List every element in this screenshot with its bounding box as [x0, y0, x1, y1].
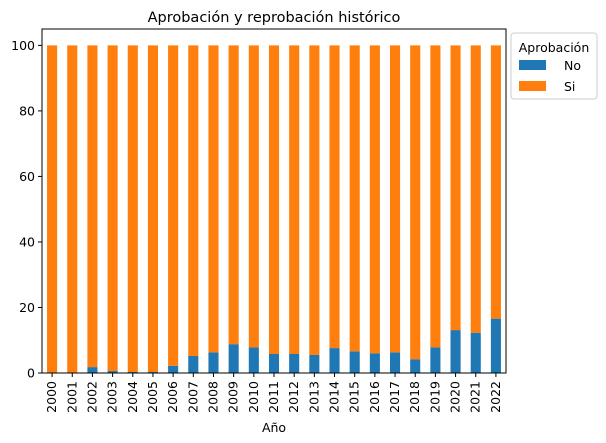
legend-label-no: No: [564, 58, 581, 73]
bar-si-2014: [329, 45, 340, 349]
bar-no-2007: [188, 355, 199, 373]
x-tick-label-2004: 2004: [125, 381, 140, 413]
x-tick-label-2020: 2020: [448, 381, 463, 413]
x-tick-label-2001: 2001: [64, 381, 79, 413]
x-tick-label-2015: 2015: [347, 381, 362, 413]
bar-si-2022: [490, 45, 501, 319]
bar-si-2003: [107, 45, 118, 372]
bar-no-2016: [369, 353, 380, 373]
x-tick-label-2019: 2019: [427, 381, 442, 413]
x-tick-label-2006: 2006: [165, 381, 180, 413]
bar-si-2000: [47, 45, 58, 373]
chart-title: Aprobación y reprobación histórico: [148, 10, 401, 26]
bars-group: [47, 45, 501, 373]
y-tick-label-100: 100: [11, 38, 35, 53]
bar-si-2012: [289, 45, 300, 354]
x-tick-label-2017: 2017: [387, 381, 402, 413]
bar-no-2017: [390, 352, 401, 373]
bar-si-2008: [208, 45, 219, 353]
bar-si-2002: [87, 45, 98, 368]
bar-no-2010: [248, 347, 259, 373]
x-tick-label-2010: 2010: [246, 381, 261, 413]
x-tick-label-2007: 2007: [185, 381, 200, 413]
x-tick-label-2000: 2000: [44, 381, 59, 413]
x-tick-label-2021: 2021: [468, 381, 483, 413]
bar-no-2006: [168, 365, 179, 373]
x-axis-label: Año: [262, 420, 286, 435]
y-tick-label-60: 60: [19, 169, 35, 184]
bar-si-2020: [450, 45, 461, 331]
bar-no-2011: [268, 354, 280, 373]
x-tick-label-2022: 2022: [488, 381, 503, 413]
x-tick-label-2016: 2016: [367, 381, 382, 413]
bar-no-2012: [289, 354, 300, 373]
x-axis: 2000 2001 2002 2003 2004 2005 2006 2007 2008 2009…: [44, 373, 503, 413]
bar-no-2003: [107, 371, 118, 373]
x-tick-label-2012: 2012: [286, 381, 301, 413]
x-tick-label-2009: 2009: [226, 381, 241, 413]
legend-swatch-no: [519, 60, 546, 70]
bar-si-2018: [410, 45, 421, 360]
x-tick-label-2018: 2018: [407, 381, 422, 413]
legend-title: Aprobación: [519, 40, 590, 55]
x-tick-label-2011: 2011: [266, 381, 281, 413]
bar-no-2022: [490, 318, 501, 373]
bar-no-2014: [329, 348, 340, 373]
bar-no-2013: [309, 354, 320, 373]
plot-frame: [41, 28, 507, 374]
bar-si-2019: [430, 45, 441, 348]
bar-si-2016: [369, 45, 380, 354]
bar-si-2006: [168, 45, 179, 366]
bar-si-2015: [349, 45, 360, 352]
x-tick-label-2014: 2014: [327, 381, 342, 413]
y-tick-label-40: 40: [19, 234, 35, 249]
bar-si-2013: [309, 45, 320, 355]
bar-si-2011: [268, 45, 280, 354]
bar-no-2009: [228, 344, 239, 373]
bar-si-2004: [127, 45, 138, 373]
bar-no-2019: [430, 347, 441, 373]
bar-si-2001: [67, 45, 78, 373]
y-axis: 0 20 40 60 80 100: [11, 38, 42, 381]
bar-no-2002: [87, 367, 98, 373]
legend-swatch-si: [519, 81, 546, 91]
bar-si-2021: [470, 45, 481, 333]
x-tick-label-2002: 2002: [84, 381, 99, 413]
bar-si-2005: [147, 45, 158, 373]
y-tick-label-20: 20: [19, 300, 35, 315]
legend-label-si: Si: [564, 79, 575, 94]
x-tick-label-2005: 2005: [145, 381, 160, 413]
x-tick-label-2013: 2013: [306, 381, 321, 413]
bar-no-2021: [470, 332, 481, 373]
x-tick-label-2008: 2008: [205, 381, 220, 413]
y-tick-label-0: 0: [27, 366, 35, 381]
bar-si-2009: [228, 45, 239, 345]
bar-no-2020: [450, 330, 461, 373]
bar-no-2015: [349, 351, 360, 373]
legend: Aprobación No Si: [510, 32, 598, 100]
bar-si-2017: [390, 45, 401, 353]
bar-si-2010: [248, 45, 259, 348]
bar-si-2007: [188, 45, 199, 356]
bar-no-2008: [208, 352, 219, 373]
y-tick-label-80: 80: [19, 103, 35, 118]
bar-no-2018: [410, 359, 421, 373]
x-tick-label-2003: 2003: [105, 381, 120, 413]
